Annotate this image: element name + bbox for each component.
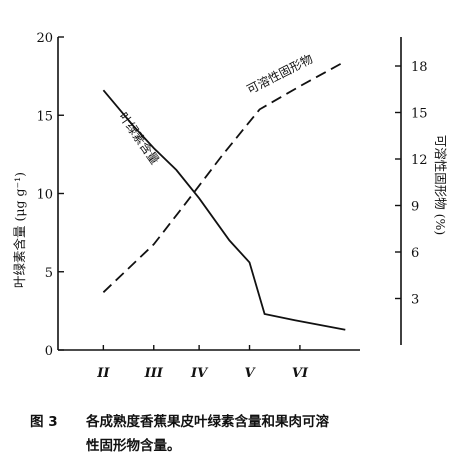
series-line-2: [102, 60, 346, 293]
x-tick-label-III: III: [144, 366, 164, 381]
right-tick-label-15: 15: [411, 107, 428, 122]
right-tick-label-3: 3: [411, 293, 419, 308]
right-tick-label-12: 12: [411, 153, 428, 168]
right-y-ticks: 3 6 9 12 15 18: [395, 60, 428, 308]
x-tick-label-II: II: [96, 366, 110, 381]
left-y-ticks: 0 5 10 15 20: [36, 31, 64, 359]
figure-caption: 图 3 各成熟度香蕉果皮叶绿素含量和果肉可溶 性固形物含量。: [30, 410, 450, 458]
right-axis-title: 可溶性固形物 (%): [433, 135, 448, 236]
x-ticks: II III IV V VI: [96, 345, 309, 381]
right-tick-label-18: 18: [411, 60, 428, 75]
left-tick-label-5: 5: [45, 266, 53, 281]
x-tick-label-VI: VI: [292, 366, 309, 381]
left-tick-label-20: 20: [36, 31, 53, 46]
series-label-2: 可溶性固形物: [244, 51, 315, 97]
x-tick-label-IV: IV: [190, 366, 209, 381]
series-layer: [102, 60, 346, 331]
series-line-1: [102, 89, 346, 331]
left-axis-title: 叶绿素含量 (μg g⁻¹): [12, 172, 27, 288]
axes: [57, 37, 402, 351]
caption-line-1: 各成熟度香蕉果皮叶绿素含量和果肉可溶: [86, 414, 329, 430]
x-tick-label-V: V: [244, 366, 256, 381]
right-tick-label-6: 6: [411, 246, 419, 261]
right-tick-label-9: 9: [411, 200, 419, 215]
caption-line-2: 性固形物含量。: [86, 438, 181, 454]
figure-number: 图 3: [30, 414, 58, 430]
left-tick-label-0: 0: [45, 344, 53, 359]
series-label-1: 叶绿素含量: [116, 109, 163, 167]
left-tick-label-15: 15: [36, 109, 53, 124]
left-tick-label-10: 10: [36, 188, 53, 203]
